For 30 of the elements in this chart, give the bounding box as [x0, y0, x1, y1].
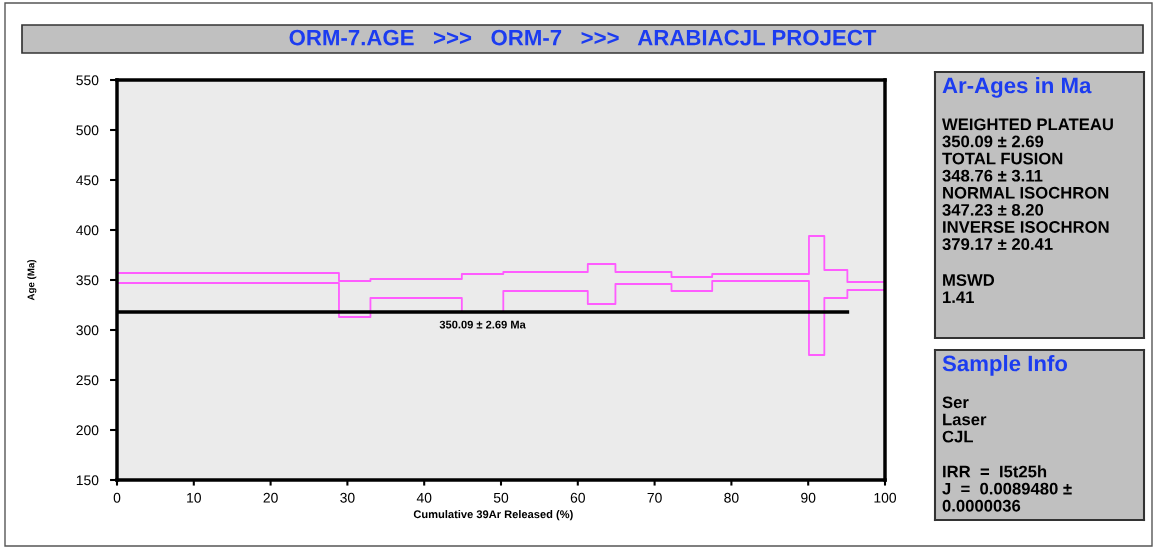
x-tick-label: 40: [416, 492, 432, 503]
y-tick-label: 250: [76, 375, 99, 386]
x-tick-label: 50: [493, 492, 509, 503]
x-tick-label: 80: [724, 492, 739, 503]
x-tick-label: 100: [874, 492, 897, 503]
text: MSWD 1.41: [943, 274, 995, 303]
text: WEIGHTED PLATEAU 350.09 ± 2.69 TOTAL FUSION 348.76 ± 3.11 NORMAL ISOCHRON 347.23 ± 8.20 INVERSE ISOCHRON 379.17 ± 20.41: [942, 118, 1113, 251]
x-tick-label: 20: [263, 492, 278, 503]
y-tick-label: 450: [76, 175, 99, 186]
x-axis-title: Cumulative 39Ar Released (%): [413, 510, 573, 521]
text: Ar-Ages in Ma: [942, 77, 1092, 98]
x-tick-label: 0: [113, 492, 121, 503]
x-tick-label: 60: [570, 492, 585, 503]
text: IRR = I5t25h J = 0.0089480 ± 0.0000036: [942, 465, 1072, 512]
y-tick-label: 400: [76, 225, 99, 236]
annotation: 350.09 ± 2.69 Ma: [439, 320, 526, 329]
y-tick-label: 500: [76, 125, 99, 136]
x-tick-label: 30: [340, 492, 355, 503]
text: Sample Info: [942, 355, 1068, 376]
x-tick-label: 90: [801, 492, 816, 503]
y-tick-label: 550: [76, 75, 99, 86]
y-tick-label: 300: [76, 325, 99, 336]
x-tick-label: 70: [647, 492, 662, 503]
y-axis-title: Age (Ma): [27, 259, 37, 301]
chart-title: ORM-7.AGE >>> ORM-7 >>> ARABIACJL PROJECT: [289, 29, 877, 46]
y-tick-label: 150: [76, 475, 99, 486]
x-tick-label: 10: [187, 492, 201, 503]
y-tick-label: 200: [76, 425, 99, 436]
y-tick-label: 350: [76, 275, 99, 286]
text: Ser Laser CJL: [942, 396, 987, 443]
